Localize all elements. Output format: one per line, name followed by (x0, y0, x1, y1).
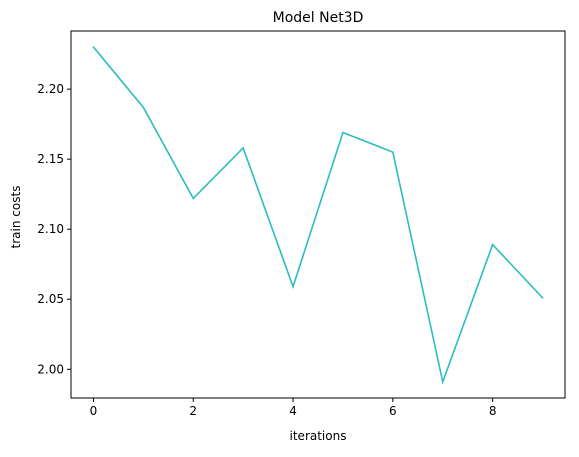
data-point (92, 46, 95, 48)
x-axis-title: iterations (290, 429, 347, 443)
chart-title: Model Net3D (273, 10, 364, 26)
y-tick-label: 2.15 (37, 152, 64, 166)
data-point (342, 131, 344, 134)
x-tick-label: 2 (189, 404, 197, 418)
series-layer (92, 46, 544, 385)
data-point (541, 297, 544, 299)
x-tick-label: 8 (489, 404, 497, 418)
x-tick-label: 0 (90, 404, 98, 418)
data-point (142, 106, 145, 109)
data-point (392, 151, 394, 153)
x-tick-label: 4 (289, 404, 297, 418)
data-point (292, 285, 294, 288)
y-tick-label: 2.10 (37, 222, 64, 236)
series-line-0 (92, 46, 544, 385)
x-tick-label: 6 (389, 404, 397, 418)
data-point (441, 381, 444, 383)
x-axis-ticks: 0 2 4 6 8 (90, 398, 497, 418)
y-tick-label: 2.05 (37, 292, 64, 306)
data-point (242, 147, 244, 149)
y-axis-ticks: 2.00 2.05 2.10 2.15 2.20 (37, 82, 71, 376)
y-tick-label: 2.00 (37, 362, 64, 376)
data-point (192, 197, 195, 200)
plot-area-frame (70, 30, 566, 399)
y-tick-label: 2.20 (37, 82, 64, 96)
data-point (491, 243, 494, 246)
y-axis-title: train costs (9, 186, 23, 249)
